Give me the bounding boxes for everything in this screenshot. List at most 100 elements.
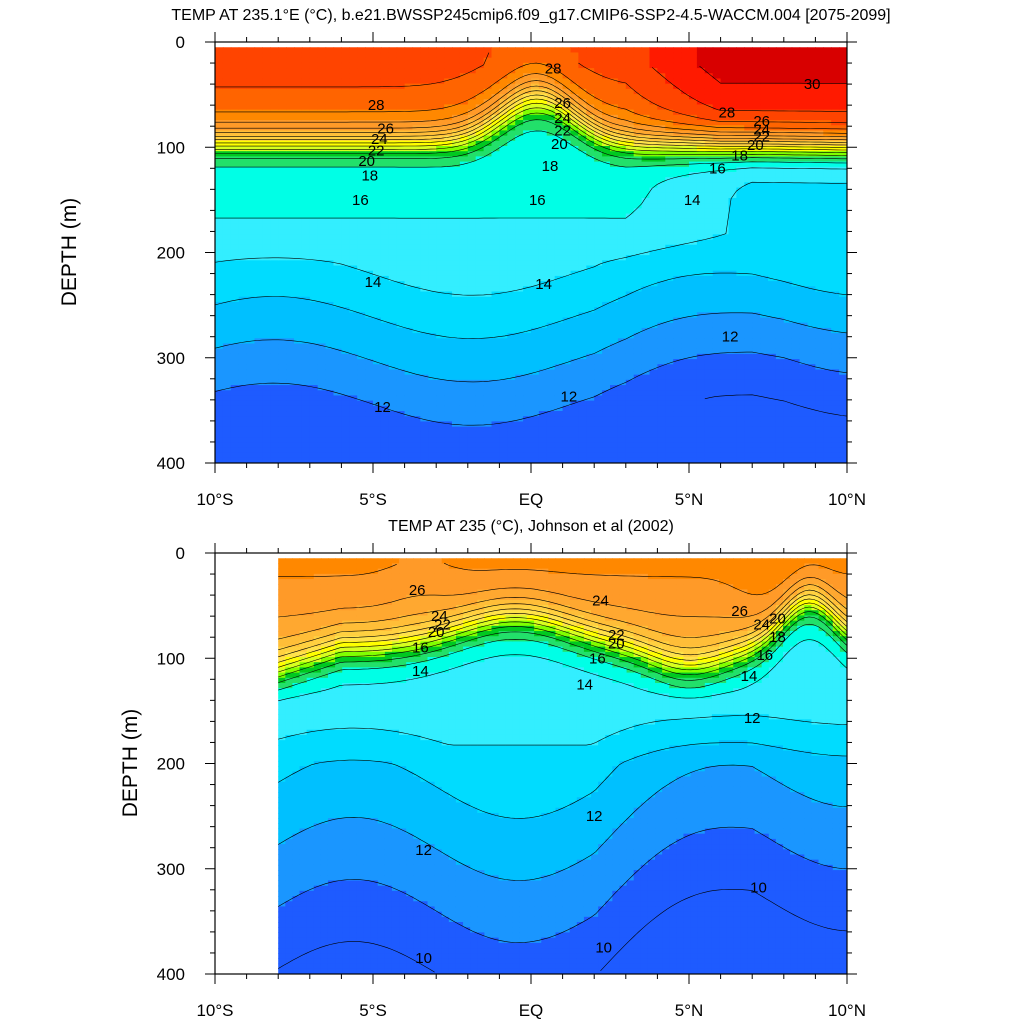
temperature-cell (586, 405, 595, 412)
temperature-cell (475, 140, 485, 147)
temperature-cell (673, 104, 682, 111)
temperature-cell (546, 255, 556, 261)
temperature-cell (483, 255, 493, 261)
temperature-cell (428, 166, 437, 173)
temperature-cell (246, 333, 256, 339)
temperature-cell (420, 442, 429, 449)
temperature-cell (246, 374, 256, 381)
temperature-cell (689, 385, 698, 391)
temperature-cell (459, 395, 469, 402)
temperature-cell (617, 83, 627, 90)
temperature-cell (467, 411, 477, 417)
temperature-cell (594, 260, 603, 267)
temperature-cell (309, 411, 319, 417)
temperature-cell (570, 296, 579, 303)
temperature-cell (689, 296, 698, 303)
temperature-cell (388, 203, 398, 209)
temperature-cell (301, 296, 311, 303)
temperature-cell (696, 125, 706, 132)
temperature-cell (333, 353, 342, 360)
temperature-cell (578, 229, 587, 235)
temperature-cell (254, 78, 263, 85)
temperature-cell (491, 182, 500, 189)
temperature-cell (365, 244, 374, 251)
temperature-cell (301, 369, 311, 376)
temperature-cell (538, 405, 548, 412)
temperature-cell (570, 359, 579, 365)
temperature-cell (475, 135, 485, 142)
temperature-cell (633, 307, 643, 313)
temperature-cell (396, 426, 406, 433)
temperature-cell (286, 249, 295, 256)
temperature-cell (491, 135, 500, 142)
temperature-cell (689, 379, 698, 386)
temperature-cell (301, 291, 311, 298)
temperature-cell (657, 73, 666, 80)
temperature-cell (546, 312, 556, 319)
temperature-cell (459, 416, 469, 423)
temperature-cell (317, 73, 327, 80)
temperature-cell (538, 94, 548, 100)
temperature-cell (412, 229, 421, 235)
temperature-cell (538, 390, 548, 397)
temperature-cell (420, 140, 429, 147)
temperature-cell (436, 47, 445, 54)
temperature-cell (602, 192, 611, 199)
temperature-cell (459, 177, 469, 183)
temperature-cell (475, 379, 485, 386)
temperature-cell (483, 177, 493, 183)
temperature-cell (444, 114, 453, 121)
temperature-cell (523, 192, 532, 199)
temperature-cell (625, 99, 635, 106)
temperature-cell (491, 234, 500, 241)
temperature-cell (602, 171, 611, 178)
temperature-cell (610, 327, 619, 334)
temperature-cell (286, 447, 295, 454)
temperature-cell (230, 353, 240, 360)
temperature-cell (238, 260, 248, 267)
temperature-cell (420, 187, 429, 194)
temperature-cell (341, 364, 350, 371)
temperature-cell (317, 192, 327, 199)
temperature-cell (696, 437, 706, 443)
temperature-cell (230, 338, 240, 345)
temperature-cell (515, 171, 524, 178)
temperature-cell (349, 281, 358, 287)
temperature-cell (341, 312, 350, 319)
temperature-cell (373, 114, 382, 121)
temperature-cell (333, 426, 342, 433)
temperature-cell (341, 322, 350, 329)
temperature-cell (546, 83, 556, 90)
temperature-cell (262, 374, 271, 381)
temperature-cell (365, 166, 374, 173)
temperature-cell (428, 99, 437, 106)
temperature-cell (436, 353, 445, 360)
temperature-cell (388, 270, 398, 277)
temperature-cell (294, 385, 303, 391)
temperature-cell (641, 57, 651, 64)
temperature-cell (452, 208, 461, 215)
temperature-cell (286, 348, 295, 355)
temperature-cell (270, 353, 279, 360)
temperature-cell (617, 338, 627, 345)
temperature-cell (523, 104, 532, 111)
temperature-cell (444, 395, 453, 402)
temperature-cell (531, 255, 540, 261)
temperature-cell (278, 78, 287, 85)
temperature-cell (531, 52, 540, 59)
temperature-cell (681, 379, 690, 386)
temperature-cell (617, 109, 627, 116)
temperature-cell (215, 395, 224, 402)
temperature-cell (649, 348, 658, 355)
temperature-cell (373, 192, 382, 199)
temperature-cell (538, 171, 548, 178)
temperature-cell (404, 47, 414, 54)
temperature-cell (309, 369, 319, 376)
temperature-cell (317, 187, 327, 194)
temperature-cell (270, 395, 279, 402)
temperature-cell (554, 364, 564, 371)
temperature-cell (594, 166, 603, 173)
temperature-cell (396, 52, 406, 59)
temperature-cell (412, 223, 421, 230)
temperature-cell (531, 260, 540, 267)
